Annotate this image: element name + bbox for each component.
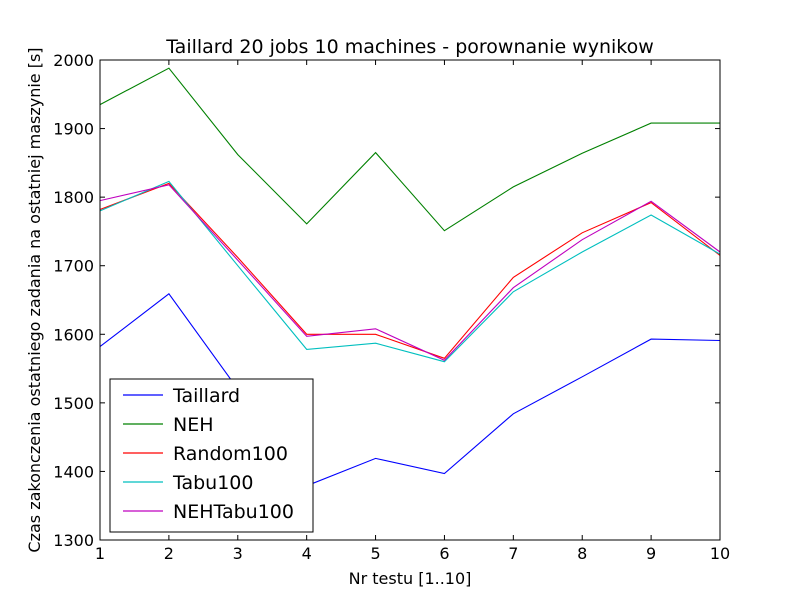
series-group <box>99 67 721 487</box>
y-axis-label: Czas zakonczenia ostatniego zadania na o… <box>25 47 44 552</box>
x-tick-label: 4 <box>302 544 312 563</box>
y-tick-label: 1400 <box>53 462 94 481</box>
x-tick-label: 7 <box>508 544 518 563</box>
legend-box <box>109 378 314 533</box>
y-tick-label: 1500 <box>53 394 94 413</box>
x-axis-label: Nr testu [1..10] <box>349 569 472 588</box>
series-line-taillard <box>99 293 721 487</box>
x-tick-label: 8 <box>577 544 587 563</box>
x-tick-label: 3 <box>233 544 243 563</box>
x-tick-label: 1 <box>95 544 105 563</box>
y-tick-label: 2000 <box>53 51 94 70</box>
y-tick-label: 1300 <box>53 531 94 550</box>
legend-label: Random100 <box>173 443 288 465</box>
x-tick-label: 2 <box>164 544 174 563</box>
legend: Taillard NEH Random100 Tabu100 NEHTabu100 <box>109 378 314 533</box>
plot-frame <box>99 59 721 541</box>
legend-label: Tabu100 <box>172 472 253 494</box>
y-tick-label: 1600 <box>53 325 94 344</box>
series-line-random100 <box>99 182 721 359</box>
x-tick-label: 5 <box>370 544 380 563</box>
series-line-tabu100 <box>99 180 721 363</box>
series-line-neh <box>99 67 720 232</box>
y-tick-label: 1700 <box>53 257 94 276</box>
y-tick-label: 1800 <box>53 188 94 207</box>
legend-label: NEHTabu100 <box>173 501 294 523</box>
legend-label: Taillard <box>172 385 240 407</box>
x-tick-label: 10 <box>710 544 730 563</box>
x-tick-label: 9 <box>646 544 656 563</box>
y-tick-label: 1900 <box>53 120 94 139</box>
legend-label: NEH <box>173 414 214 436</box>
chart-title: Taillard 20 jobs 10 machines - porownani… <box>165 36 654 58</box>
series-line-nehtabu100 <box>99 184 721 361</box>
x-tick-label: 6 <box>439 544 449 563</box>
ticks-group: 1 2 3 4 5 6 7 8 9 10 1300 1400 1500 1600 1700 1800 1900 2… <box>53 51 730 563</box>
